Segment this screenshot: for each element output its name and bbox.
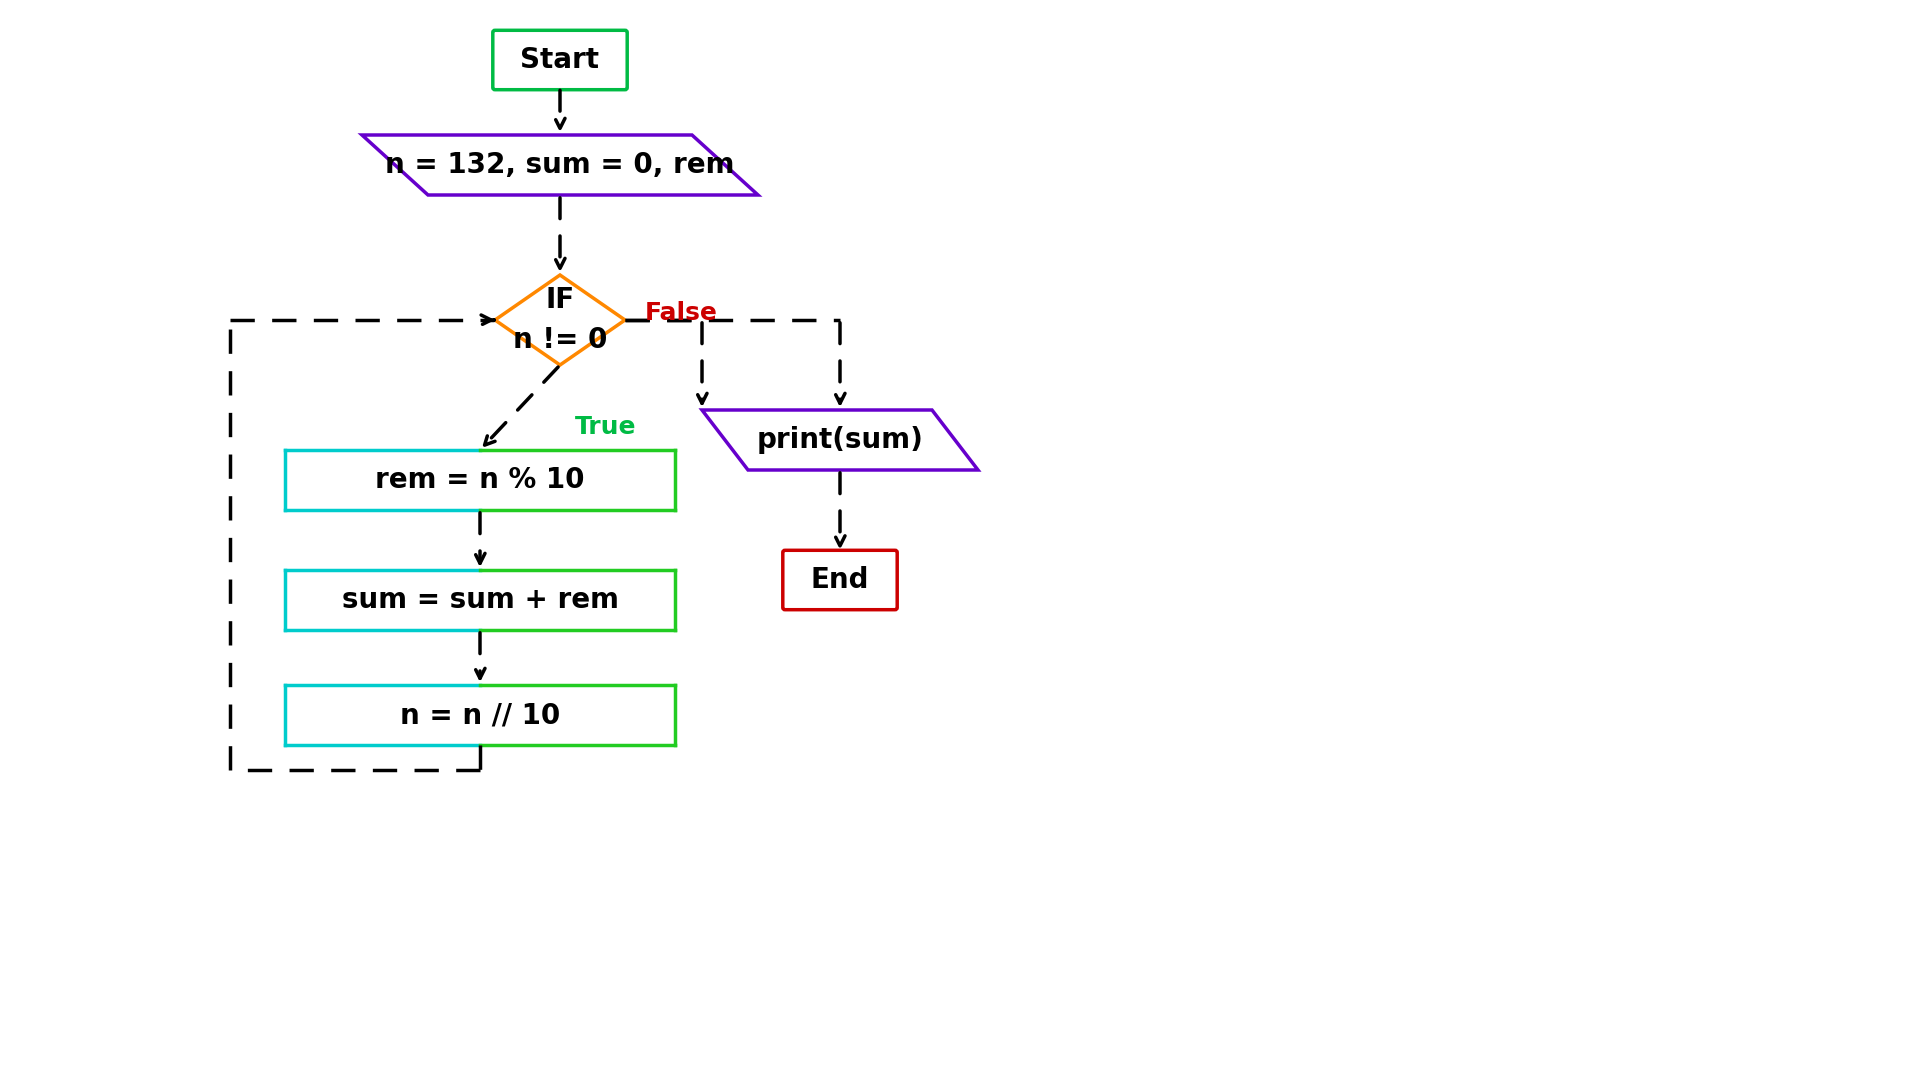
Text: End: End: [810, 566, 870, 594]
Bar: [284, 685, 676, 745]
Polygon shape: [495, 275, 626, 365]
Text: False: False: [645, 301, 718, 325]
Text: sum = sum + rem: sum = sum + rem: [342, 586, 618, 615]
FancyBboxPatch shape: [783, 551, 897, 610]
Polygon shape: [363, 135, 758, 195]
Text: rem = n % 10: rem = n % 10: [374, 465, 586, 494]
Bar: [284, 570, 676, 630]
Text: print(sum): print(sum): [756, 426, 924, 454]
Text: IF
n != 0: IF n != 0: [513, 286, 607, 353]
Text: True: True: [574, 415, 637, 438]
Text: Start: Start: [520, 46, 599, 75]
Text: n = n // 10: n = n // 10: [399, 701, 561, 729]
FancyBboxPatch shape: [493, 30, 628, 90]
Bar: [284, 450, 676, 510]
Text: n = 132, sum = 0, rem: n = 132, sum = 0, rem: [386, 151, 735, 179]
Polygon shape: [703, 410, 977, 470]
